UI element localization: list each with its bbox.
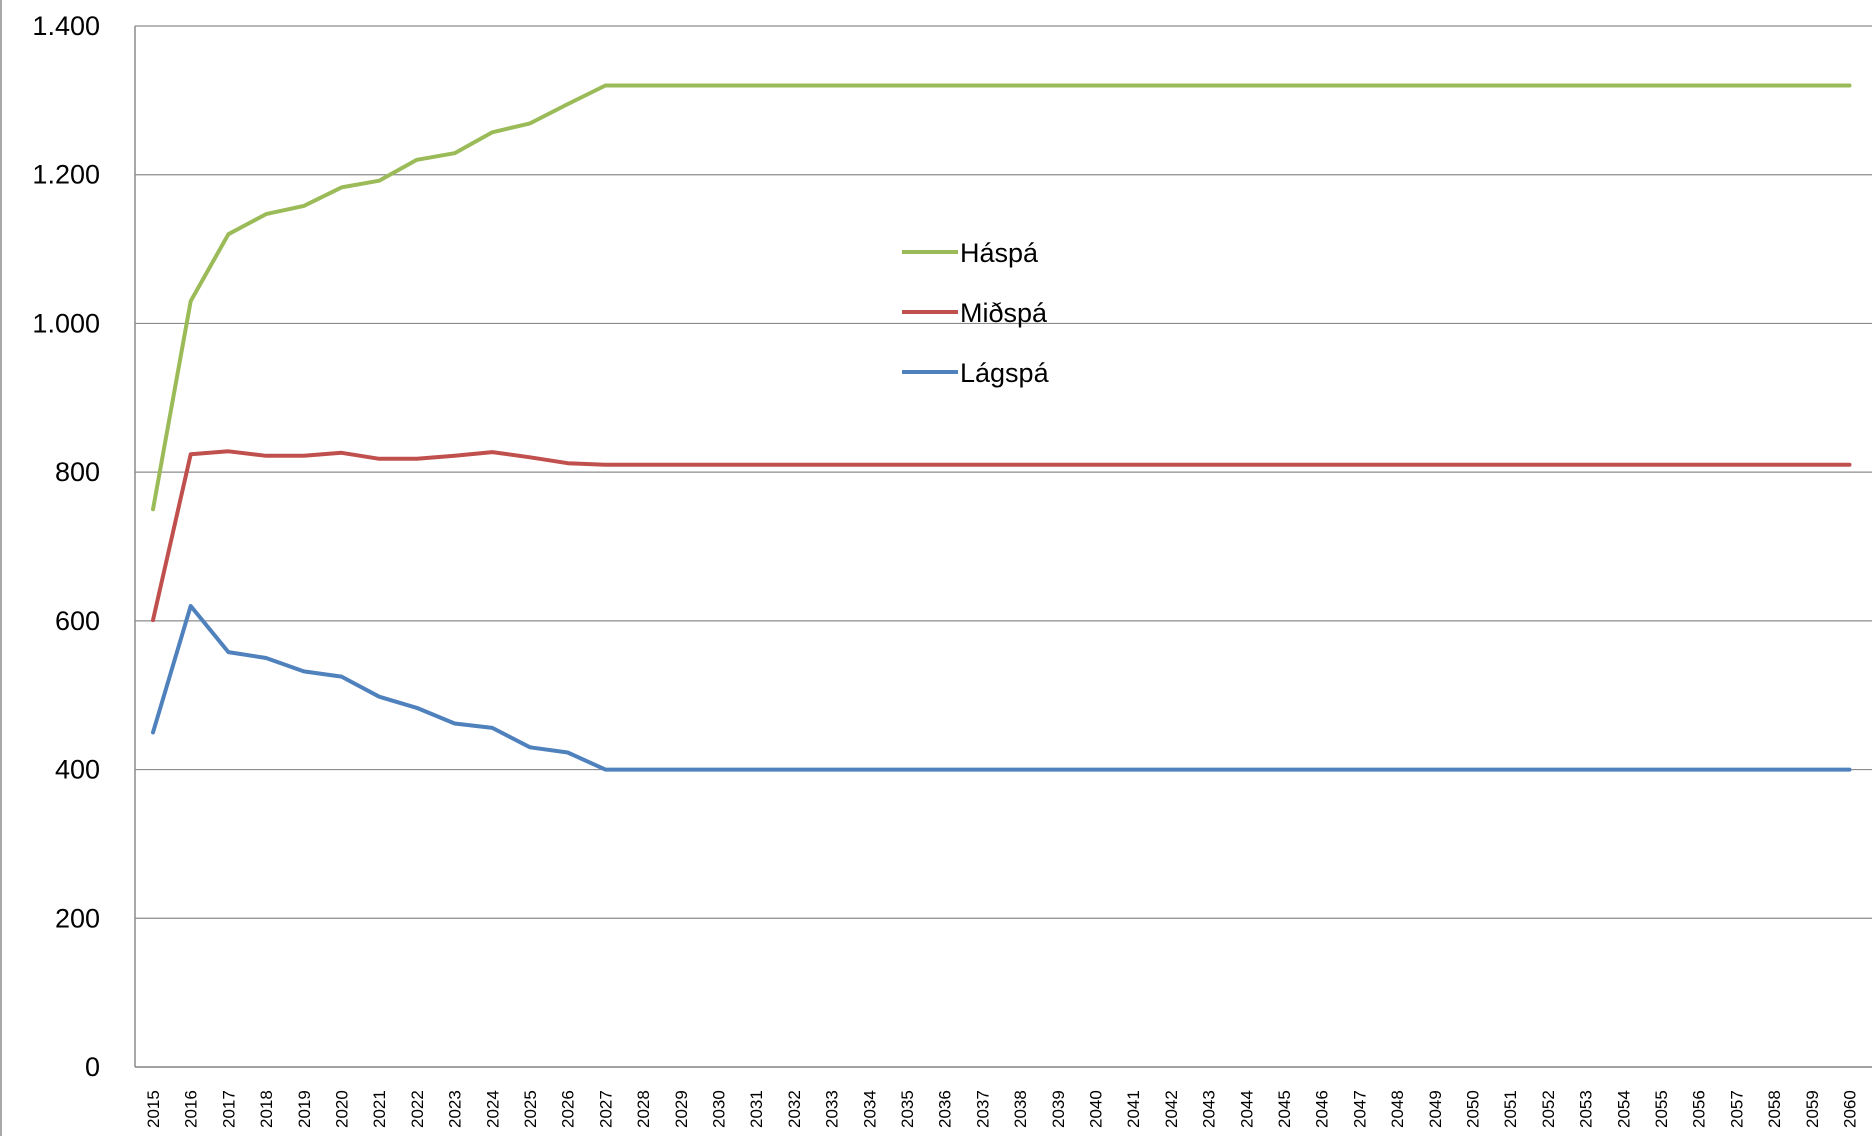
x-tick-label: 2043 (1200, 1090, 1219, 1128)
x-tick-label: 2050 (1464, 1090, 1483, 1128)
x-tick-label: 2053 (1577, 1090, 1596, 1128)
x-tick-label: 2060 (1841, 1090, 1860, 1128)
x-tick-label: 2044 (1237, 1090, 1256, 1128)
y-tick-label: 1.200 (32, 160, 100, 190)
y-tick-label: 0 (85, 1052, 100, 1082)
legend: Háspá Miðspá Lágspá (902, 238, 1050, 388)
y-tick-label: 200 (55, 903, 100, 933)
x-tick-label: 2047 (1350, 1090, 1369, 1128)
x-tick-label: 2032 (785, 1090, 804, 1128)
x-tick-label: 2026 (559, 1090, 578, 1128)
x-tick-label: 2029 (672, 1090, 691, 1128)
x-tick-label: 2038 (1011, 1090, 1030, 1128)
x-tick-label: 2021 (370, 1090, 389, 1128)
x-tick-label: 2054 (1614, 1090, 1633, 1128)
y-tick-labels: 0 200 400 600 800 1.000 1.200 1.400 (32, 11, 100, 1082)
x-tick-label: 2027 (596, 1090, 615, 1128)
x-tick-label: 2025 (521, 1090, 540, 1128)
y-tick-label: 1.400 (32, 11, 100, 41)
x-tick-label: 2048 (1388, 1090, 1407, 1128)
x-tick-label: 2033 (823, 1090, 842, 1128)
x-tick-labels: 2015 2016 2017 2018 2019 2020 2021 2022 2023 2024… (144, 1090, 1860, 1128)
legend-label: Lágspá (960, 358, 1050, 388)
x-tick-label: 2036 (936, 1090, 955, 1128)
y-tick-label: 600 (55, 606, 100, 636)
x-tick-label: 2028 (634, 1090, 653, 1128)
series-line-1 (151, 449, 1852, 623)
x-tick-label: 2035 (898, 1090, 917, 1128)
series-line-0 (151, 83, 1852, 512)
x-tick-label: 2052 (1539, 1090, 1558, 1128)
x-tick-label: 2017 (219, 1090, 238, 1128)
x-tick-label: 2046 (1313, 1090, 1332, 1128)
x-tick-label: 2041 (1124, 1090, 1143, 1128)
x-tick-label: 2040 (1087, 1090, 1106, 1128)
series-lines (151, 83, 1852, 772)
x-tick-label: 2018 (257, 1090, 276, 1128)
x-tick-label: 2022 (408, 1090, 427, 1128)
x-tick-label: 2042 (1162, 1090, 1181, 1128)
x-tick-label: 2058 (1765, 1090, 1784, 1128)
x-tick-label: 2015 (144, 1090, 163, 1128)
x-tick-label: 2034 (860, 1090, 879, 1128)
x-tick-label: 2031 (747, 1090, 766, 1128)
x-tick-label: 2057 (1727, 1090, 1746, 1128)
x-tick-label: 2023 (446, 1090, 465, 1128)
y-tick-label: 1.000 (32, 308, 100, 338)
x-tick-label: 2019 (295, 1090, 314, 1128)
x-tick-label: 2059 (1803, 1090, 1822, 1128)
x-tick-label: 2051 (1501, 1090, 1520, 1128)
x-tick-label: 2045 (1275, 1090, 1294, 1128)
x-tick-label: 2016 (182, 1090, 201, 1128)
x-tick-label: 2030 (710, 1090, 729, 1128)
x-tick-label: 2056 (1690, 1090, 1709, 1128)
x-tick-label: 2020 (333, 1090, 352, 1128)
y-tick-label: 800 (55, 457, 100, 487)
legend-label: Háspá (960, 238, 1039, 268)
y-tick-label: 400 (55, 755, 100, 785)
x-tick-label: 2037 (973, 1090, 992, 1128)
x-tick-label: 2024 (483, 1090, 502, 1128)
series-line-2 (151, 604, 1852, 772)
x-tick-label: 2055 (1652, 1090, 1671, 1128)
x-tick-label: 2049 (1426, 1090, 1445, 1128)
x-tick-label: 2039 (1049, 1090, 1068, 1128)
legend-label: Miðspá (960, 298, 1048, 328)
